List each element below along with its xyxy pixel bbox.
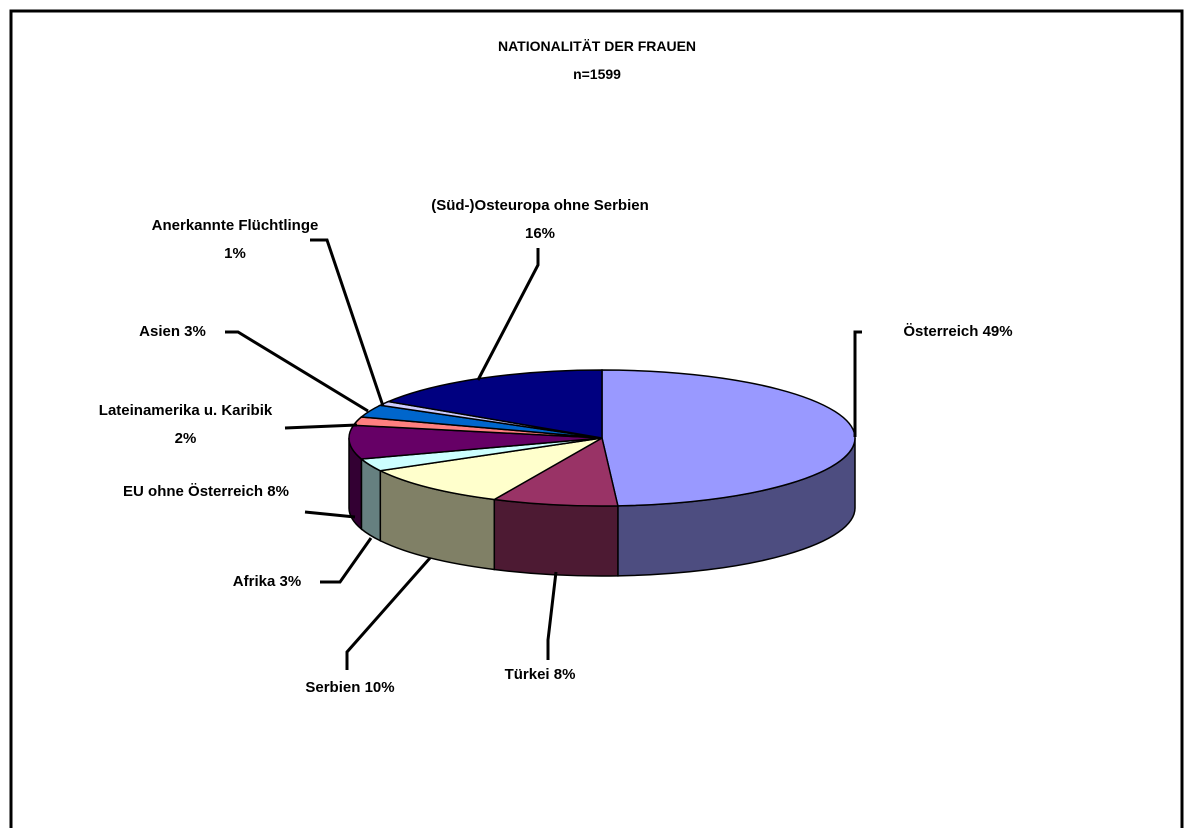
slice-side <box>493 498 619 577</box>
leader-line <box>853 330 862 437</box>
slice-label: EU ohne Österreich 8% <box>76 478 336 506</box>
slice <box>377 437 603 501</box>
leader-line <box>546 571 558 660</box>
category-label: Türkei <box>504 666 550 683</box>
slice <box>491 436 619 507</box>
value-label: 8% <box>553 666 576 683</box>
value-label: 49% <box>982 323 1013 340</box>
value-label: 8% <box>267 483 289 500</box>
slice-label: Serbien 10% <box>280 674 420 702</box>
category-label: Afrika <box>232 573 276 590</box>
leader-line <box>304 510 356 519</box>
leader-line <box>225 330 369 413</box>
leader-line <box>345 557 432 670</box>
leader-line <box>320 537 373 584</box>
category-label: Asien <box>139 323 180 340</box>
slice-label: (Süd-)Osteuropa ohne Serbien 16% <box>420 192 660 248</box>
category-label: EU ohne Österreich <box>123 483 264 500</box>
leader-line <box>476 248 540 381</box>
value-label: 10% <box>364 679 395 696</box>
leader-line <box>310 238 385 407</box>
value-label: 2% <box>174 430 197 447</box>
category-label: Anerkannte Flüchtlinge <box>151 217 319 234</box>
slice-label: Österreich 49% <box>858 318 1058 346</box>
chart-subtitle: n=1599 <box>573 66 621 82</box>
category-label: (Süd-)Osteuropa ohne Serbien <box>431 197 649 214</box>
value-label: 3% <box>184 323 206 340</box>
category-label: Serbien <box>305 679 361 696</box>
frame <box>9 9 1184 828</box>
slice-label: Lateinamerika u. Karibik 2% <box>88 397 283 453</box>
chart-title: NATIONALITÄT DER FRAUEN <box>497 38 697 54</box>
value-label: 3% <box>279 573 302 590</box>
value-label: 1% <box>224 245 246 262</box>
leader-line <box>284 423 358 430</box>
slice-label: Asien 3% <box>110 318 235 346</box>
value-label: 16% <box>524 225 556 242</box>
slice-label: Afrika 3% <box>212 568 322 596</box>
slice-label: Türkei 8% <box>490 661 590 689</box>
slice-side <box>360 457 382 542</box>
category-label: Lateinamerika u. Karibik <box>98 402 273 419</box>
slice-label: Anerkannte Flüchtlinge 1% <box>150 212 320 268</box>
category-label: Österreich <box>903 323 979 340</box>
